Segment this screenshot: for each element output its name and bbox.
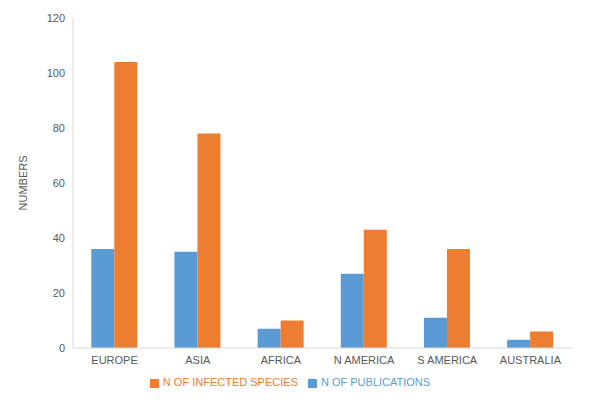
svg-text:20: 20 [53, 287, 65, 299]
svg-text:80: 80 [53, 122, 65, 134]
svg-text:0: 0 [59, 342, 65, 354]
svg-text:AUSTRALIA: AUSTRALIA [500, 354, 562, 366]
svg-text:N AMERICA: N AMERICA [334, 354, 395, 366]
svg-text:S AMERICA: S AMERICA [417, 354, 478, 366]
html-text:N OF PUBLICATIONS: N OF PUBLICATIONS [320, 376, 431, 388]
svg-text:AFRICA: AFRICA [261, 354, 302, 366]
svg-text:60: 60 [53, 177, 65, 189]
svg-text:100: 100 [47, 67, 65, 79]
svg-text:EUROPE: EUROPE [91, 354, 137, 366]
svg-text:40: 40 [53, 232, 65, 244]
svg-text:NUMBERS: NUMBERS [17, 155, 29, 210]
html-text:N OF INFECTED SPECIES: N OF INFECTED SPECIES [162, 376, 298, 388]
svg-text:ASIA: ASIA [185, 354, 211, 366]
svg-text:120: 120 [47, 12, 65, 24]
